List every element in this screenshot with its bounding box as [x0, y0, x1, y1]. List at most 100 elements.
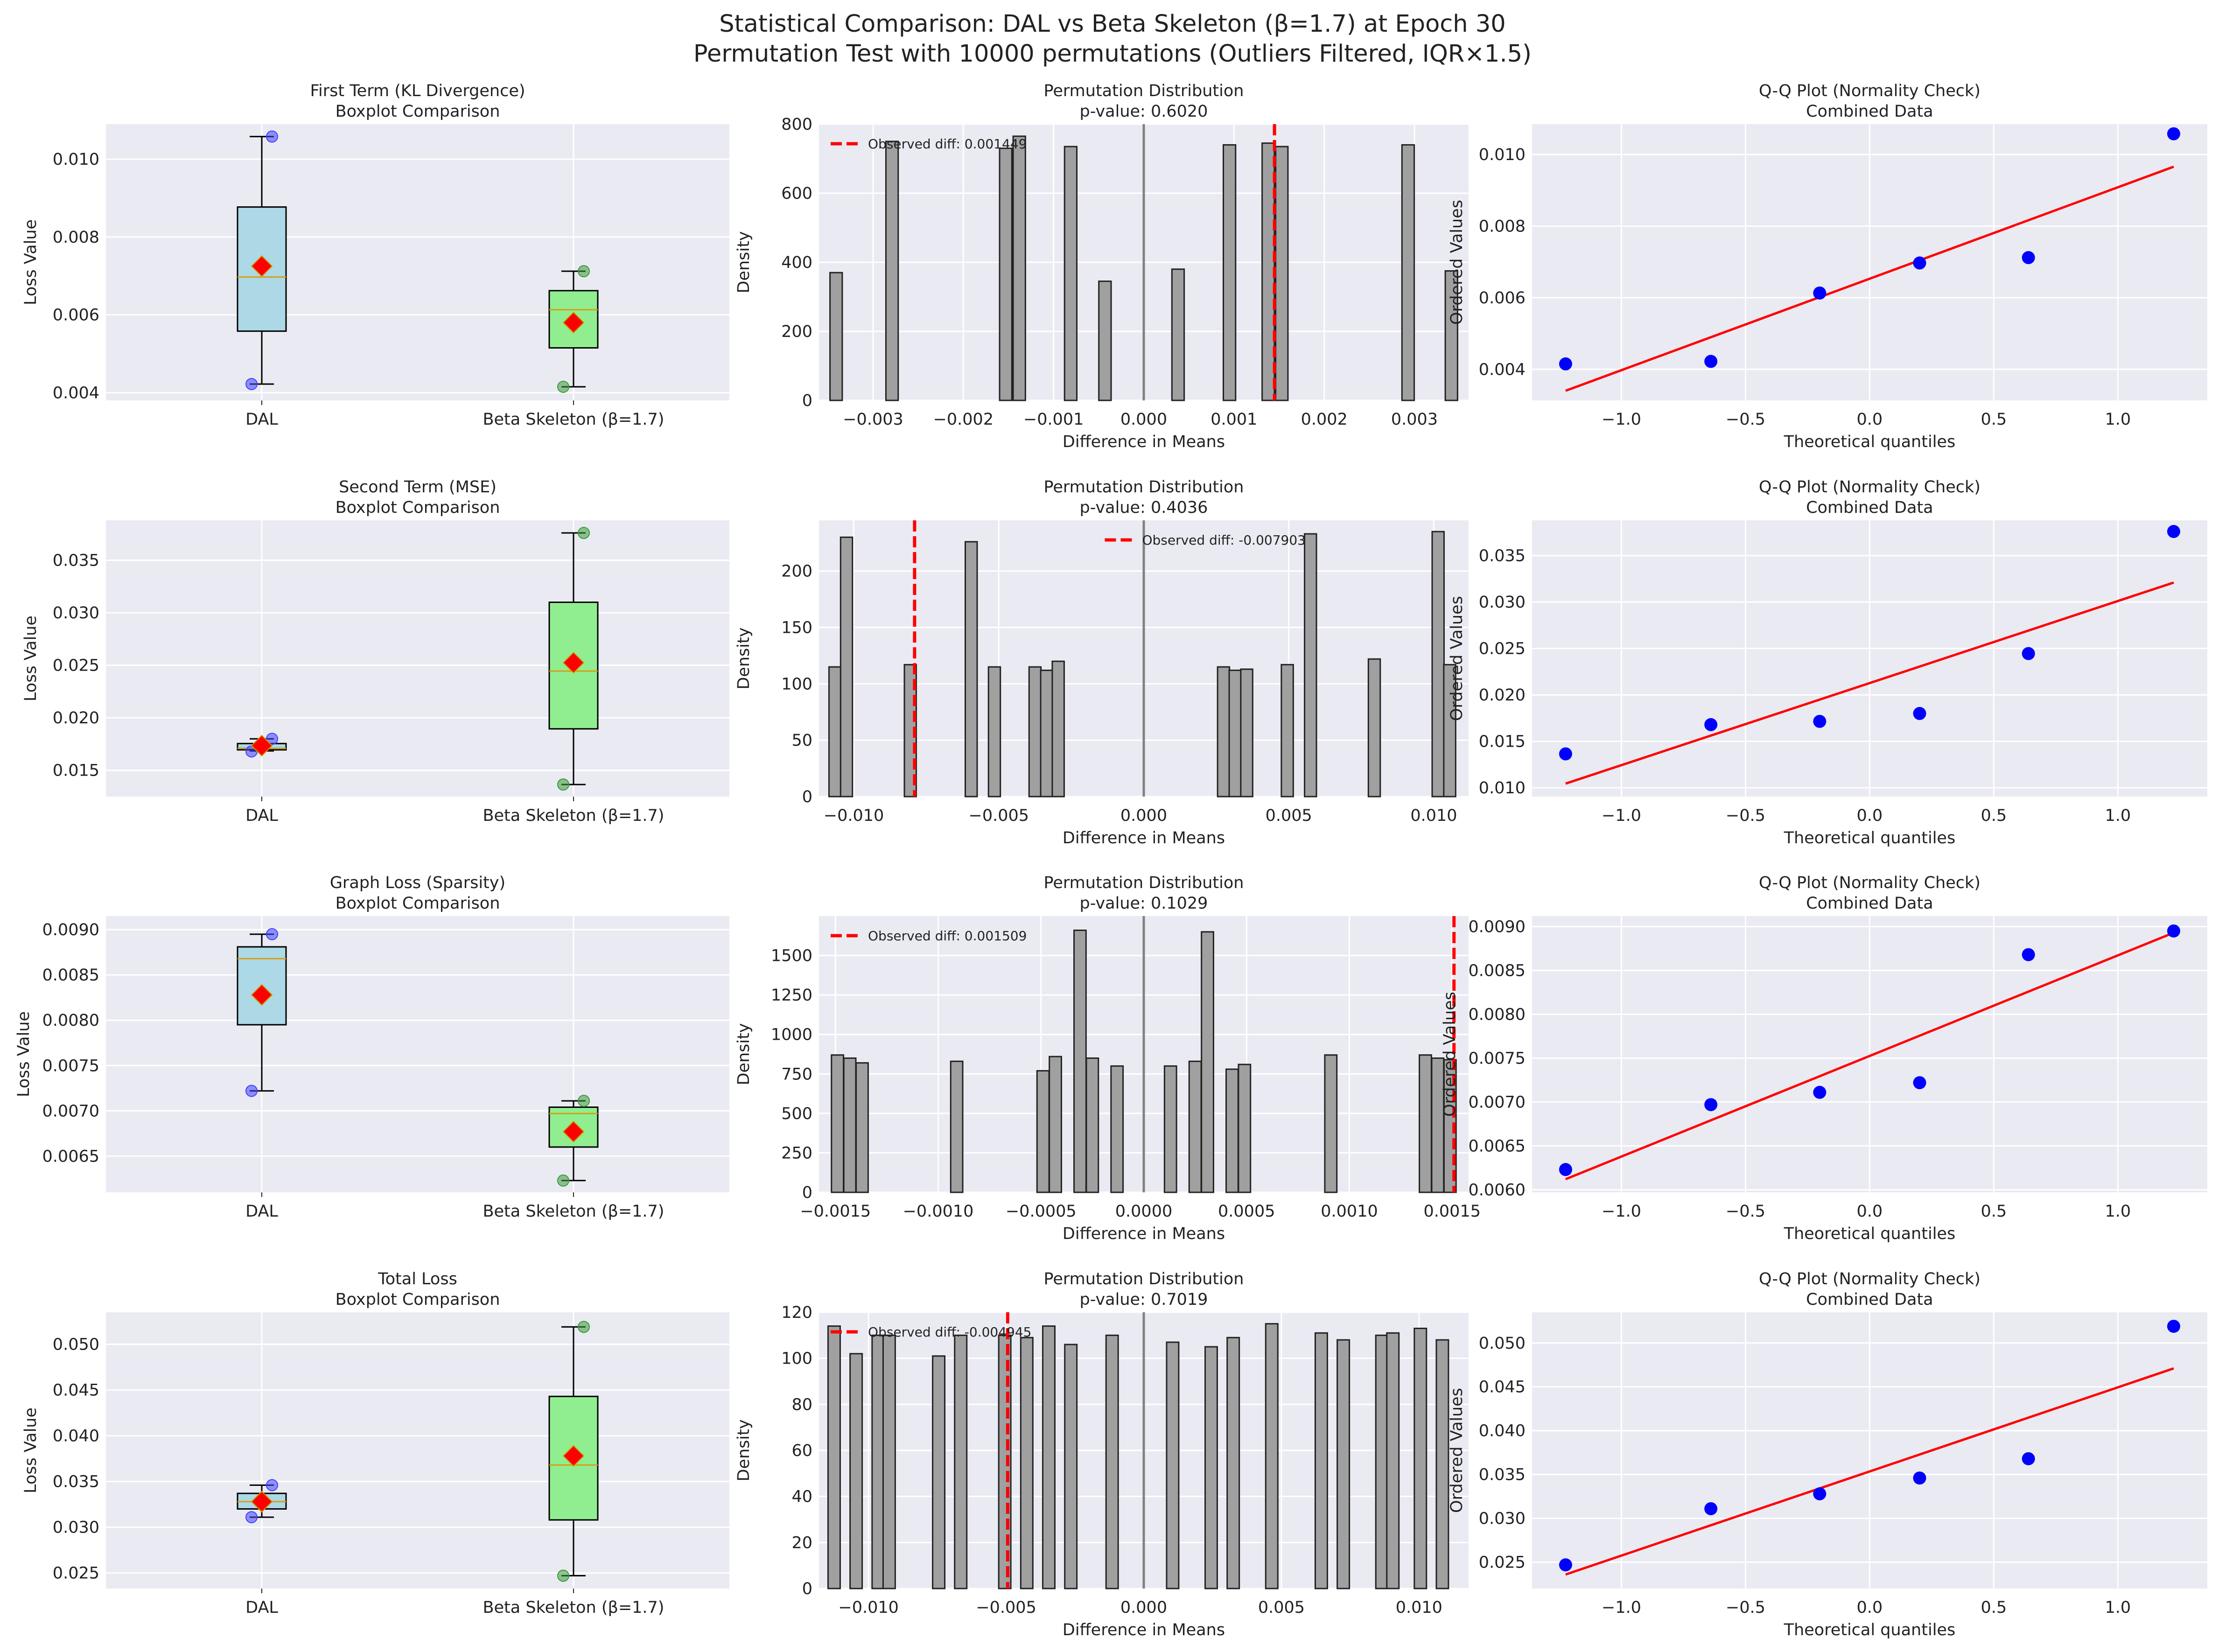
y-axis-label: Ordered Values	[1448, 200, 1466, 325]
legend-label: Observed diff: -0.004945	[868, 1324, 1032, 1340]
histogram-bar	[1012, 135, 1026, 401]
qq-point	[1913, 707, 1926, 720]
x-tick-label: DAL	[245, 1598, 278, 1617]
histogram-bar	[1188, 1060, 1202, 1193]
mean-marker	[562, 311, 585, 334]
panel-title: Second Term (MSE)	[339, 478, 497, 497]
y-tick-label: 0.030	[1479, 1510, 1525, 1528]
mean-marker	[251, 1491, 273, 1513]
x-tick-label: −0.005	[969, 806, 1029, 825]
histogram-bar	[1225, 1068, 1239, 1193]
x-tick-label: −1.0	[1602, 1598, 1641, 1617]
x-tick-label: Beta Skeleton (β=1.7)	[483, 1202, 665, 1221]
histogram-bar	[1201, 931, 1214, 1193]
qq-point	[2167, 924, 2181, 938]
x-tick-label: 0.010	[1396, 1598, 1442, 1617]
histogram-bar	[999, 147, 1013, 401]
panel-4: Second Term (MSE)Boxplot Comparison 0.015…	[21, 478, 729, 825]
y-axis-label: Ordered Values	[1441, 992, 1459, 1117]
histogram-bar	[1444, 270, 1458, 401]
y-tick-label: 0.0075	[42, 1057, 99, 1075]
x-tick-label: −0.0005	[1006, 1202, 1077, 1221]
mean-marker	[251, 255, 273, 277]
x-tick-label: −0.0010	[903, 1202, 974, 1221]
qq-point	[1813, 1487, 1826, 1501]
y-tick-label: 0.0065	[42, 1147, 99, 1166]
plot-area	[106, 124, 729, 400]
y-axis-label: Loss Value	[14, 1011, 33, 1097]
x-tick-label: 0.0	[1857, 1598, 1883, 1617]
legend-label: Observed diff: 0.001509	[868, 928, 1027, 944]
histogram-bar	[932, 1355, 946, 1589]
x-tick-label: −0.003	[843, 410, 903, 429]
mean-marker	[251, 735, 273, 757]
y-tick-label: 200	[781, 562, 812, 581]
y-tick-label: 0.0080	[1469, 1005, 1525, 1024]
y-axis-label: Ordered Values	[1448, 1388, 1466, 1513]
x-axis-label: Theoretical quantiles	[1784, 829, 1956, 847]
histogram-bar	[1064, 1344, 1078, 1589]
x-tick-label: −0.5	[1726, 410, 1765, 429]
y-tick-label: 1000	[771, 1026, 812, 1044]
panel-title: Q-Q Plot (Normality Check)	[1759, 82, 1980, 100]
data-point	[266, 733, 278, 745]
x-tick-label: 0.0	[1857, 1202, 1883, 1221]
qq-point	[1913, 1076, 1926, 1090]
histogram-bar	[1238, 1064, 1252, 1193]
histogram-bar	[849, 1353, 863, 1589]
y-tick-label: 0.008	[1479, 217, 1525, 236]
x-tick-label: −0.5	[1726, 1598, 1765, 1617]
histogram-bar	[829, 272, 843, 401]
x-tick-label: 0.000	[1120, 1598, 1167, 1617]
qq-point	[1913, 1471, 1926, 1485]
x-tick-label: −1.0	[1602, 410, 1641, 429]
fit-line	[1565, 931, 2174, 1181]
panel-title: Permutation Distribution	[1044, 1270, 1244, 1288]
histogram-bar	[1040, 669, 1054, 798]
y-tick-label: 0.0090	[1469, 918, 1525, 937]
histogram-bar	[1304, 533, 1317, 798]
histogram-bar	[1226, 1337, 1240, 1589]
y-tick-label: 0.006	[53, 306, 99, 325]
y-tick-label: 0.008	[53, 228, 99, 247]
histogram-bar	[950, 1060, 964, 1193]
histogram-bar	[1314, 1332, 1328, 1589]
x-tick-label: 0.0005	[1218, 1202, 1275, 1221]
histogram-bar	[843, 1057, 857, 1193]
panel-2: Permutation Distribution p-value: 0.6020 0…	[735, 82, 1469, 451]
y-tick-label: 0.030	[1479, 593, 1525, 612]
histogram-bar	[831, 1054, 845, 1193]
x-tick-label: 0.5	[1981, 1598, 2007, 1617]
x-tick-label: 1.0	[2105, 410, 2131, 429]
x-tick-label: 0.010	[1410, 806, 1457, 825]
histogram-bar	[1324, 1054, 1338, 1193]
panel-title: Q-Q Plot (Normality Check)	[1759, 478, 1980, 497]
histogram-bar	[987, 666, 1001, 798]
y-tick-label: 600	[781, 184, 812, 203]
x-tick-label: −0.0015	[800, 1202, 871, 1221]
y-tick-label: 800	[781, 115, 812, 134]
panel-6: Q-Q Plot (Normality Check)Combined Data 0…	[1448, 478, 2207, 847]
x-tick-label: Beta Skeleton (β=1.7)	[483, 410, 665, 429]
y-tick-label: 400	[781, 253, 812, 272]
histogram-bar	[1280, 664, 1294, 798]
histogram-bar	[1431, 1057, 1445, 1193]
y-tick-label: 40	[791, 1488, 812, 1506]
data-point	[578, 527, 590, 539]
y-tick-label: 0.025	[53, 1564, 99, 1583]
y-tick-label: 0.045	[1479, 1378, 1525, 1397]
panel-1: First Term (KL Divergence) Boxplot Compar…	[21, 82, 729, 429]
mean-marker	[251, 984, 273, 1006]
qq-point	[1704, 718, 1718, 731]
x-tick-label: −0.5	[1726, 806, 1765, 825]
qq-point	[2022, 251, 2035, 265]
panel-subtitle: p-value: 0.4036	[1080, 498, 1208, 517]
mean-marker	[562, 1120, 585, 1143]
data-point	[557, 1174, 569, 1187]
histogram-bar	[1413, 1328, 1427, 1589]
y-tick-label: 0.0080	[42, 1011, 99, 1030]
x-tick-label: −0.005	[976, 1598, 1036, 1617]
y-tick-label: 0.020	[53, 709, 99, 728]
panel-9: Q-Q Plot (Normality Check) Combined Data 0…	[1441, 874, 2207, 1243]
data-point	[578, 1094, 590, 1107]
